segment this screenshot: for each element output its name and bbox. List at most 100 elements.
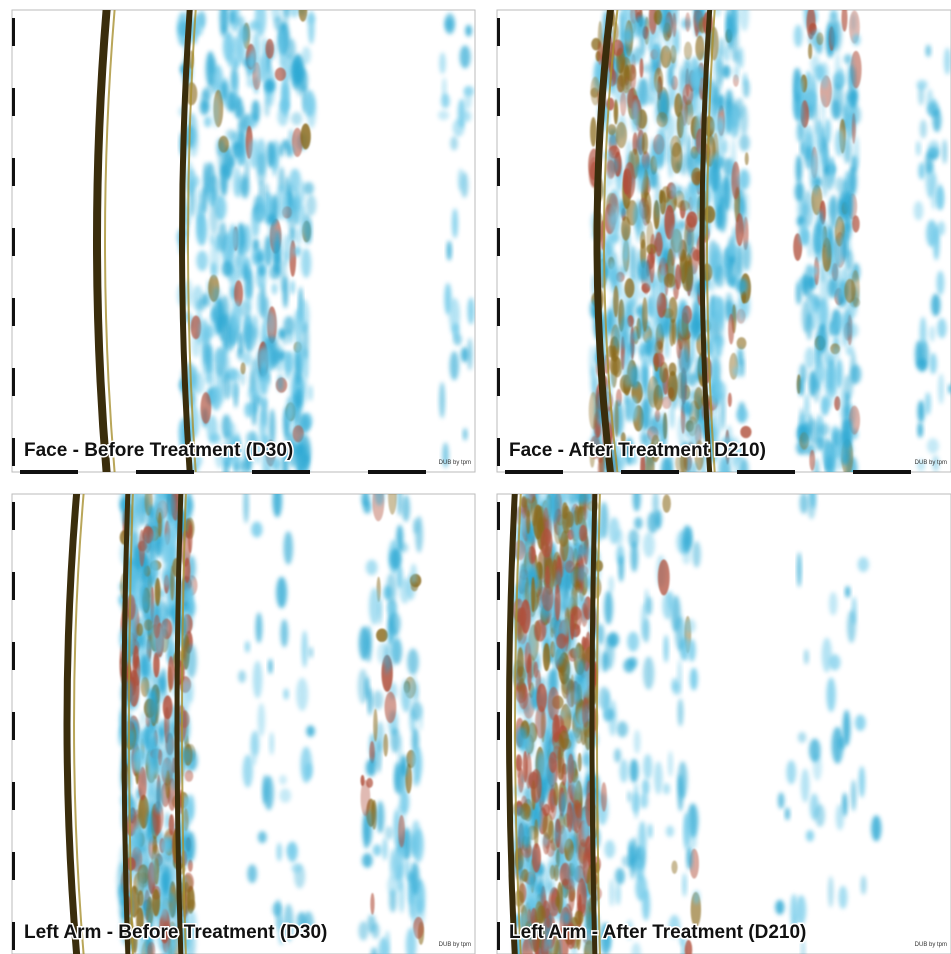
speckle <box>518 684 528 709</box>
speckle <box>831 21 842 52</box>
speckle <box>559 730 569 748</box>
speckle <box>664 635 669 663</box>
speckle <box>545 566 550 588</box>
speckle <box>648 30 653 51</box>
speckle <box>279 30 285 68</box>
speckle <box>136 623 143 636</box>
speckle <box>677 304 689 338</box>
speckle <box>797 552 801 587</box>
speckle <box>523 854 527 866</box>
speckle <box>275 67 286 81</box>
speckle <box>285 352 291 380</box>
speckle <box>303 370 308 404</box>
speckle <box>933 225 940 261</box>
speckle <box>359 626 370 660</box>
speckle <box>630 759 639 783</box>
speckle <box>211 262 216 276</box>
speckle <box>714 337 722 358</box>
speckle <box>169 814 175 835</box>
speckle <box>844 54 853 64</box>
speckle <box>663 308 674 318</box>
speckle <box>569 867 578 882</box>
speckle <box>828 876 833 908</box>
speckle <box>247 864 257 883</box>
speckle <box>785 807 790 820</box>
scale-dash <box>12 642 15 670</box>
speckle <box>666 826 674 837</box>
speckle <box>366 560 378 576</box>
speckle <box>236 16 245 27</box>
speckle <box>140 711 145 725</box>
speckle <box>390 548 402 569</box>
speckle <box>548 880 554 894</box>
speckle <box>447 241 452 261</box>
speckle <box>849 166 857 195</box>
speckle <box>405 859 410 876</box>
speckle <box>806 312 812 340</box>
speckle <box>794 25 803 48</box>
scale-dash <box>497 502 500 530</box>
scale-dash <box>252 470 310 474</box>
speckle <box>831 100 840 120</box>
speckle <box>516 758 520 778</box>
speckle <box>439 382 445 419</box>
speckle <box>222 261 233 277</box>
speckle <box>843 137 851 164</box>
speckle <box>809 738 820 762</box>
speckle <box>467 297 474 324</box>
speckle <box>149 851 157 884</box>
speckle <box>536 683 547 712</box>
speckle <box>687 229 693 257</box>
speckle <box>622 352 634 388</box>
speckle <box>618 555 623 582</box>
speckle <box>618 266 626 276</box>
speckle <box>197 298 207 311</box>
speckle <box>835 177 844 193</box>
speckle <box>926 45 931 57</box>
speckle <box>829 156 833 185</box>
speckle <box>609 879 613 907</box>
speckle <box>458 168 464 191</box>
speckle <box>162 841 168 856</box>
speckle <box>153 652 160 678</box>
speckle <box>579 525 587 542</box>
speckle <box>929 326 935 342</box>
scale-dash <box>497 88 500 116</box>
speckle <box>291 112 302 125</box>
panel-label: Face - After Treatment D210) <box>509 440 766 461</box>
speckle <box>228 155 235 167</box>
speckle <box>243 263 248 281</box>
speckle <box>648 824 653 839</box>
speckle <box>258 348 270 369</box>
speckle <box>643 754 652 780</box>
speckle <box>531 769 542 803</box>
speckle <box>843 710 851 746</box>
speckle <box>226 129 236 140</box>
speckle <box>460 45 471 68</box>
speckle <box>220 25 226 38</box>
speckle <box>614 748 621 762</box>
speckle <box>561 828 571 850</box>
speckle <box>624 278 634 298</box>
speckle <box>258 703 265 736</box>
speckle <box>413 776 420 787</box>
speckle <box>230 223 234 254</box>
speckle <box>269 335 279 369</box>
speckle <box>694 82 703 120</box>
speckle <box>815 804 825 827</box>
speckle <box>925 392 931 415</box>
speckle <box>681 152 686 176</box>
speckle <box>643 94 654 104</box>
scan-panel: Face - After Treatment D210)DUB by tpm <box>497 0 951 488</box>
speckle <box>285 145 294 158</box>
speckle <box>728 314 734 345</box>
speckle <box>633 487 641 512</box>
speckle <box>200 319 209 344</box>
speckle <box>804 649 809 664</box>
speckle <box>659 190 663 204</box>
speckle <box>191 175 200 187</box>
speckle <box>210 234 214 246</box>
speckle <box>668 371 678 402</box>
scale-dash <box>20 470 78 474</box>
speckle <box>212 305 218 322</box>
